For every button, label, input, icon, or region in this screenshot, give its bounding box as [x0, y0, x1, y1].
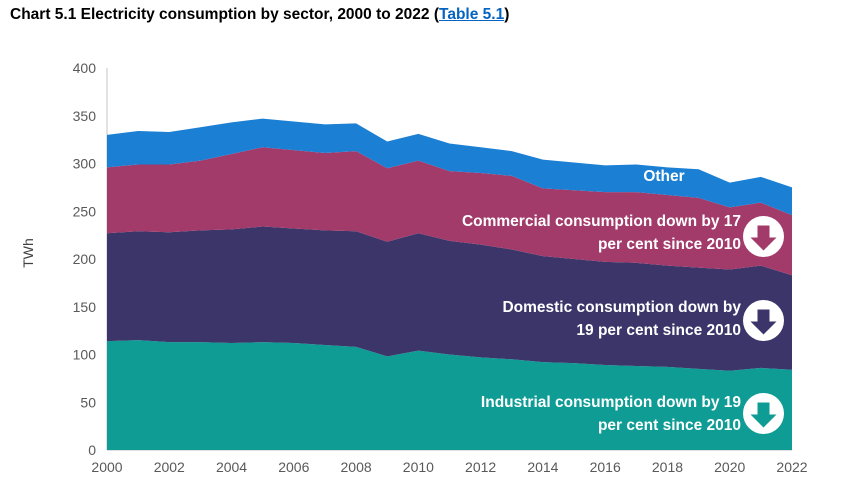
- x-tick-label: 2020: [714, 459, 745, 475]
- y-tick-label: 250: [73, 203, 97, 219]
- y-tick-label: 100: [73, 347, 97, 363]
- down-arrow-icon: [743, 300, 784, 341]
- x-tick-label: 2004: [216, 459, 247, 475]
- area-commercial: [107, 147, 792, 276]
- chart-title-text: Chart 5.1 Electricity consumption by sec…: [10, 6, 439, 23]
- x-tick-label: 2008: [341, 459, 372, 475]
- x-tick-label: 2014: [527, 459, 558, 475]
- down-arrow-icon: [743, 216, 784, 257]
- chart-title: Chart 5.1 Electricity consumption by sec…: [10, 6, 509, 24]
- annotation-commercial: Commercial consumption down by 17 per ce…: [461, 213, 741, 253]
- annotation-industrial: Industrial consumption down by 19 per ce…: [480, 394, 741, 434]
- x-tick-label: 2018: [652, 459, 683, 475]
- y-tick-label: 400: [73, 60, 97, 76]
- x-tick-label: 2012: [465, 459, 496, 475]
- annotation-domestic: Domestic consumption down by 19 per cent…: [502, 299, 741, 339]
- x-tick-label: 2022: [776, 459, 807, 475]
- table-link[interactable]: Table 5.1: [439, 6, 505, 23]
- area-industrial: [107, 340, 792, 450]
- y-tick-label: 150: [73, 299, 97, 315]
- y-tick-label: 0: [88, 442, 96, 458]
- x-tick-label: 2016: [590, 459, 621, 475]
- series-label-other: Other: [643, 168, 685, 185]
- x-tick-label: 2006: [278, 459, 309, 475]
- y-tick-label: 300: [73, 156, 97, 172]
- y-tick-label: 200: [73, 251, 97, 267]
- y-tick-label: 350: [73, 108, 97, 124]
- x-tick-label: 2010: [403, 459, 434, 475]
- chart-title-suffix: ): [504, 6, 510, 23]
- area-other: [107, 118, 792, 216]
- area-domestic: [107, 226, 792, 371]
- y-axis-label: TWh: [20, 238, 36, 268]
- x-tick-label: 2000: [91, 459, 122, 475]
- y-tick-label: 50: [80, 394, 96, 410]
- x-tick-label: 2002: [154, 459, 185, 475]
- down-arrow-icon: [743, 393, 784, 434]
